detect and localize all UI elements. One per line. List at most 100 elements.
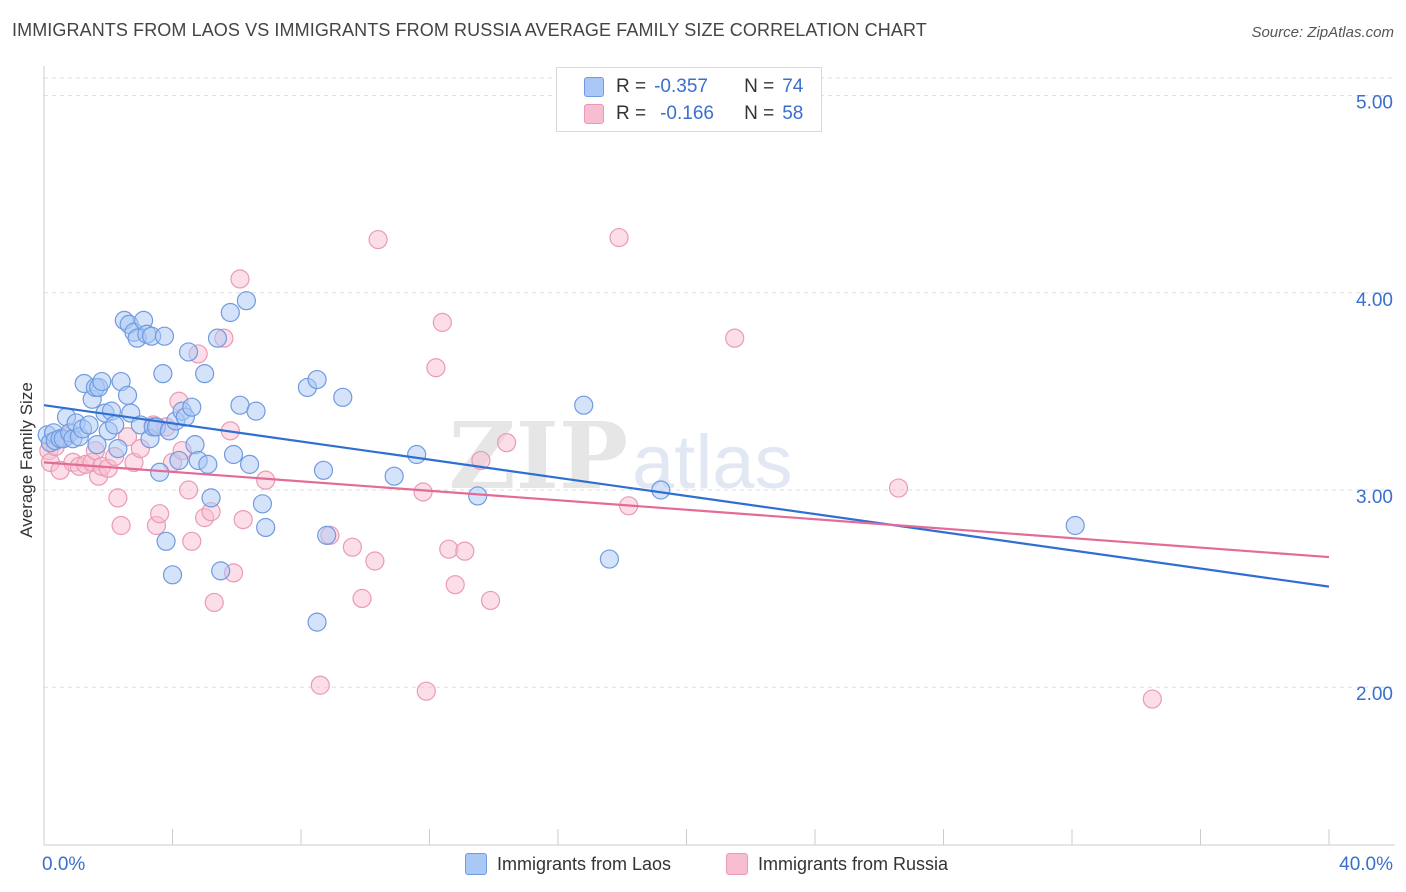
laos-point: [207, 328, 228, 348]
chart-title: IMMIGRANTS FROM LAOS VS IMMIGRANTS FROM …: [12, 20, 927, 40]
laos-point: [185, 435, 205, 455]
laos-point: [105, 415, 125, 435]
gridlines: [44, 77, 1395, 688]
watermark: ZIP atlas: [449, 402, 793, 510]
russia-point: [230, 269, 250, 289]
russia-point: [365, 551, 385, 571]
russia-point: [352, 588, 372, 609]
y-tick-label: 3.00: [1356, 487, 1393, 508]
y-tick-label: 2.00: [1356, 684, 1393, 705]
laos-point: [384, 466, 404, 486]
laos-point: [195, 364, 215, 384]
laos-point: [156, 531, 176, 551]
trend-lines: [43, 404, 1330, 588]
laos-point: [333, 387, 353, 407]
russia-point: [471, 450, 491, 471]
laos-point: [117, 385, 138, 405]
laos-point: [256, 517, 276, 538]
laos-point: [169, 450, 189, 471]
laos-point: [1065, 515, 1085, 536]
y-tick-label: 4.00: [1356, 290, 1393, 311]
russia-point: [480, 590, 501, 611]
russia-point: [413, 482, 433, 502]
laos-point: [599, 549, 620, 569]
laos-point: [220, 302, 240, 323]
laos-point: [108, 438, 128, 459]
legend-n-value-russia: 58: [782, 103, 804, 124]
russia-point: [416, 681, 436, 701]
y-axis-label: Average Family Size: [17, 382, 36, 538]
russia-point: [233, 509, 253, 530]
bottom-legend-label-russia: Immigrants from Russia: [758, 853, 949, 874]
laos-point: [92, 371, 112, 392]
stats-legend: R = -0.357 N = 74 R = -0.166 N = 58: [556, 67, 822, 132]
legend-n-label-russia: N =: [744, 103, 775, 124]
legend-row-russia: R = -0.166 N = 58: [584, 102, 803, 126]
bottom-legend-label-laos: Immigrants from Laos: [497, 853, 672, 874]
laos-point: [651, 480, 671, 500]
russia-point: [178, 480, 199, 500]
laos-point: [307, 612, 327, 632]
russia-point: [368, 229, 388, 250]
laos-points: [37, 291, 1085, 632]
laos-point: [223, 444, 244, 465]
x-tick-label-min: 0.0%: [42, 854, 85, 875]
bottom-legend-russia: Immigrants from Russia: [726, 851, 948, 877]
laos-point: [407, 444, 427, 465]
russia-point: [497, 433, 517, 453]
tick-labels: 2.00 3.00 4.00 5.00 0.0% 40.0%: [42, 93, 1393, 875]
laos-point: [153, 364, 173, 384]
russia-point: [182, 531, 202, 551]
russia-point: [888, 478, 909, 498]
russia-point: [455, 541, 475, 561]
russia-point: [439, 539, 459, 559]
laos-point: [246, 401, 266, 421]
source-label: Source: ZipAtlas.com: [1251, 24, 1394, 41]
russia-point: [342, 537, 362, 557]
legend-n-value-laos: 74: [782, 76, 804, 97]
laos-point: [162, 565, 183, 585]
laos-point: [230, 395, 250, 415]
laos-point: [307, 369, 327, 390]
legend-swatch-russia: [584, 104, 604, 124]
laos-point: [154, 326, 175, 346]
russia-point: [426, 358, 446, 378]
legend-r-label-laos: R =: [616, 76, 647, 97]
russia-point: [111, 515, 131, 536]
russia-point: [150, 504, 170, 524]
legend-row-laos: R = -0.357 N = 74: [584, 75, 803, 99]
russia-point: [609, 227, 629, 248]
laos-point: [198, 454, 218, 474]
russia-point: [108, 488, 128, 508]
legend-r-label-russia: R =: [616, 103, 647, 124]
russia-point: [432, 312, 452, 332]
russia-point: [310, 675, 330, 695]
russia-point: [445, 575, 465, 595]
y-tick-label: 5.00: [1356, 93, 1393, 114]
legend-n-label-laos: N =: [744, 76, 775, 97]
legend-r-value-russia: -0.166: [660, 103, 714, 124]
laos-point: [211, 561, 231, 581]
russia-point: [204, 592, 224, 613]
russia-point: [1142, 689, 1162, 709]
laos-point: [182, 397, 202, 417]
bottom-swatch-russia: [726, 853, 748, 875]
legend-r-value-laos: -0.357: [654, 76, 708, 97]
bottom-swatch-laos: [465, 853, 487, 875]
laos-point: [574, 395, 594, 415]
laos-point: [178, 342, 199, 362]
russia-trend-line: [43, 461, 1330, 559]
legend-swatch-laos: [584, 77, 604, 97]
laos-point: [252, 494, 273, 514]
x-tick-label-max: 40.0%: [1339, 854, 1393, 875]
laos-point: [317, 525, 337, 545]
laos-point: [240, 454, 260, 474]
russia-point: [725, 328, 745, 348]
laos-trend-line: [43, 404, 1330, 588]
bottom-legend-laos: Immigrants from Laos: [465, 851, 671, 877]
laos-point: [313, 460, 334, 480]
laos-point: [79, 415, 99, 435]
laos-point: [468, 486, 488, 506]
laos-point: [201, 488, 221, 508]
